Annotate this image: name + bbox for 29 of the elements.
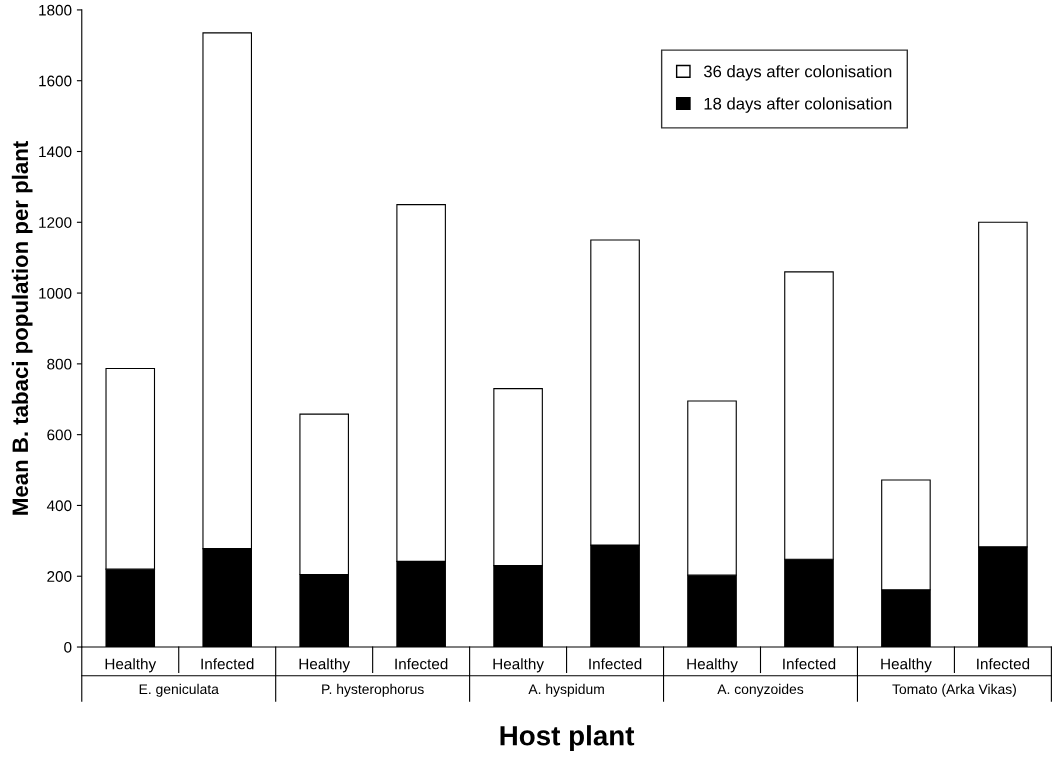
y-tick-label: 0 bbox=[64, 641, 72, 653]
x-tick-label: Infected bbox=[589, 658, 642, 670]
y-axis-title: Mean B. tabaci population per plant bbox=[11, 141, 33, 515]
x-axis-title: Host plant bbox=[500, 725, 635, 752]
x-tick-label: Healthy bbox=[105, 658, 157, 673]
y-tick-label: 800 bbox=[47, 358, 72, 370]
y-tick-label: 1400 bbox=[39, 146, 72, 158]
y-tick-label: 1200 bbox=[39, 217, 72, 228]
y-tick-label: 1800 bbox=[39, 4, 72, 16]
x-tick-label: Infected bbox=[201, 658, 254, 670]
y-tick-label: 1600 bbox=[39, 75, 72, 87]
x-tick-label: Infected bbox=[783, 658, 836, 670]
y-tick-label: 400 bbox=[46, 500, 72, 512]
x-tick-label: Healthy bbox=[687, 658, 738, 673]
x-tick-label: Infected bbox=[395, 658, 448, 670]
text: P. hysterophorus bbox=[322, 683, 424, 697]
text: A. conyzoides bbox=[717, 683, 804, 697]
x-tick-label: Healthy bbox=[881, 658, 932, 673]
y-tick-label: 600 bbox=[47, 429, 72, 441]
x-tick-label: Healthy bbox=[299, 658, 351, 673]
text: E. geniculata bbox=[139, 683, 219, 697]
legend-label: 36 days after colonisation bbox=[703, 65, 892, 81]
text: A. hyspidum bbox=[528, 683, 604, 697]
y-tick-label: 1000 bbox=[39, 287, 72, 299]
legend-label: 18 days after colonisation bbox=[704, 97, 892, 113]
text: Tomato (Arka Vikas) bbox=[892, 683, 1016, 697]
x-tick-label: Infected bbox=[977, 658, 1030, 670]
y-tick-label: 200 bbox=[47, 571, 72, 582]
x-tick-label: Healthy bbox=[493, 658, 544, 673]
